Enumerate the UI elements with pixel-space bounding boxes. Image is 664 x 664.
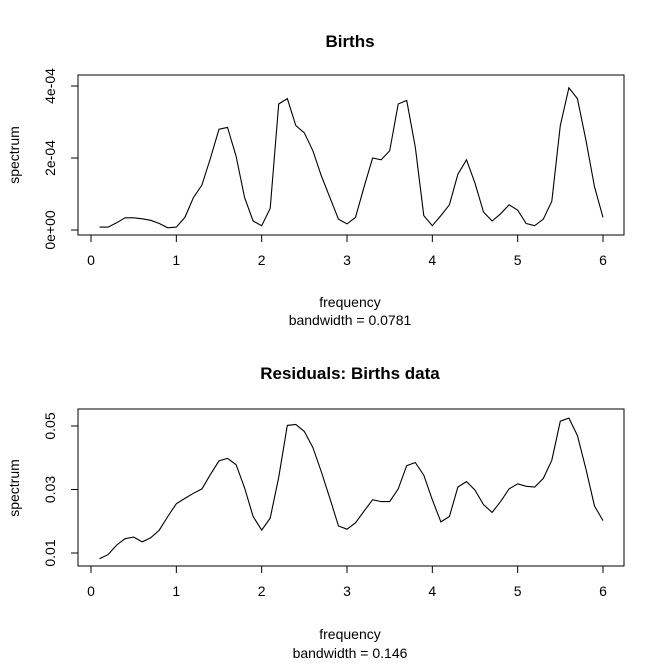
y-axis-label: spectrum [6,126,22,184]
x-tick-label: 2 [258,252,266,268]
y-axis: 0e+00 2e-04 4e-04 [42,68,78,250]
x-tick-label: 3 [343,252,351,268]
x-axis: 0 1 2 3 4 5 6 [87,235,607,268]
y-axis-label: spectrum [6,459,22,517]
x-axis-label: frequency [319,294,380,310]
x-axis-label: frequency [319,626,380,642]
spectrum-line [99,417,604,560]
y-axis: 0.01 0.03 0.05 [42,412,78,567]
x-tick-label: 0 [87,583,95,599]
chart-title: Births [325,32,374,51]
x-tick-label: 0 [87,252,95,268]
y-tick-label: 2e-04 [42,140,58,176]
bandwidth-label: bandwidth = 0.0781 [289,312,412,328]
x-tick-label: 3 [343,583,351,599]
x-tick-label: 4 [428,583,436,599]
bandwidth-label: bandwidth = 0.146 [293,645,408,661]
x-tick-label: 1 [172,583,180,599]
x-tick-label: 5 [514,252,522,268]
y-tick-label: 0e+00 [42,210,58,250]
chart-title: Residuals: Births data [260,364,440,383]
y-tick-label: 0.05 [42,412,58,439]
x-tick-label: 2 [258,583,266,599]
plot-frame [77,408,625,567]
y-tick-label: 0.01 [42,539,58,566]
x-tick-label: 4 [428,252,436,268]
x-axis: 0 1 2 3 4 5 6 [87,566,607,599]
plot-frame [77,74,625,236]
y-tick-label: 0.03 [42,476,58,503]
spectrum-line [99,86,604,229]
x-tick-label: 5 [514,583,522,599]
y-tick-label: 4e-04 [42,68,58,104]
x-tick-label: 6 [599,583,607,599]
x-tick-label: 6 [599,252,607,268]
x-tick-label: 1 [172,252,180,268]
